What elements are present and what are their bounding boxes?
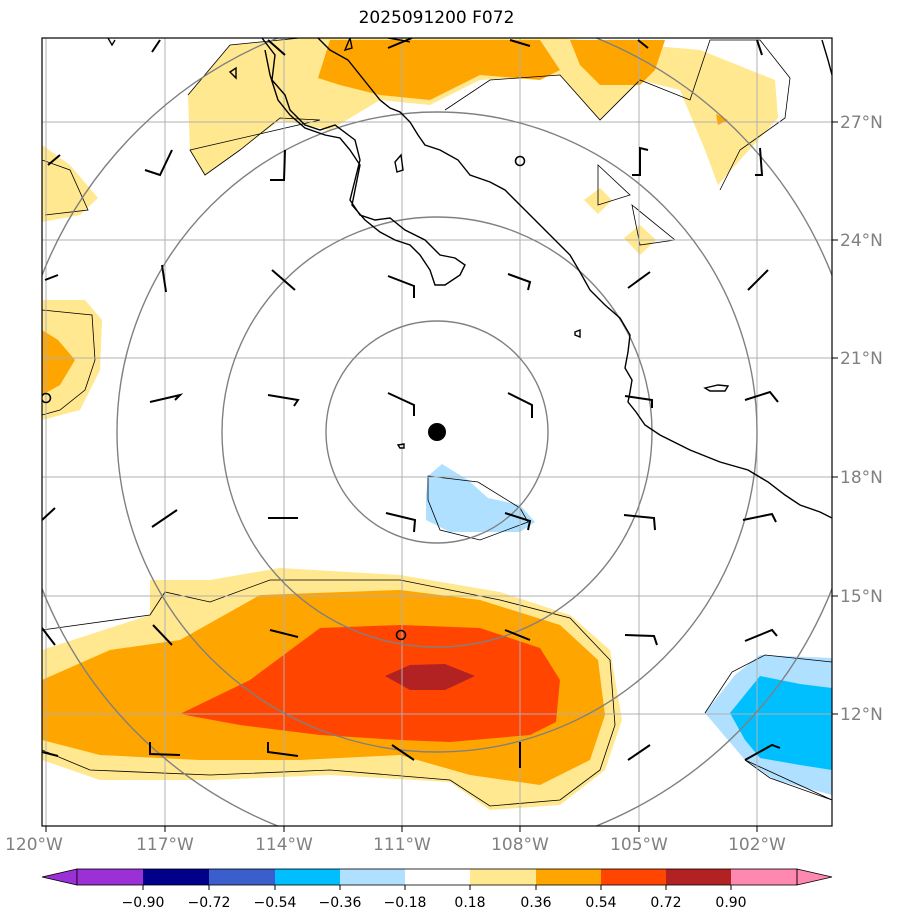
map-title: 2025091200 F072 [358, 8, 515, 28]
coastline [107, 38, 832, 519]
colorbar-tick-label: −0.54 [254, 895, 297, 911]
colorbar-swatch [143, 869, 209, 885]
colorbar: −0.90 −0.72 −0.54 −0.36 −0.18 0.18 0.36 … [41, 868, 833, 911]
colorbar-tick-label: 0.54 [585, 895, 616, 911]
positive-anomaly-northeast-mid [570, 40, 665, 85]
negative-anomaly-east-mid [730, 676, 832, 770]
positive-anomaly-south-core [385, 664, 475, 690]
lat-label: 24°N [840, 231, 883, 251]
lon-label: 102°W [728, 835, 786, 855]
colorbar-tick-label: 0.18 [454, 895, 485, 911]
lon-label: 120°W [5, 835, 63, 855]
colorbar-swatch [470, 869, 536, 885]
colorbar-tick-label: 0.36 [520, 895, 551, 911]
colorbar-tick-label: −0.90 [122, 895, 165, 911]
lon-label: 117°W [136, 835, 194, 855]
positive-anomaly-north-mid [318, 40, 560, 100]
negative-anomaly-center [426, 464, 535, 532]
colorbar-tick-label: −0.72 [188, 895, 231, 911]
colorbar-tick-label: 0.72 [650, 895, 681, 911]
range-rings [42, 38, 832, 826]
wind-barbs [42, 38, 781, 768]
colorbar-swatch [209, 869, 275, 885]
colorbar-swatch [666, 869, 731, 885]
positive-anomaly-west-mid-core [42, 330, 75, 395]
colorbar-swatch [601, 869, 666, 885]
colorbar-tick-label: −0.18 [384, 895, 427, 911]
colorbar-swatch [731, 869, 797, 885]
storm-center-marker [428, 423, 446, 441]
colorbar-swatch [405, 869, 470, 885]
lon-label: 111°W [373, 835, 431, 855]
positive-anomaly-south-strong [180, 625, 560, 742]
longitude-labels: 120°W 117°W 114°W 111°W 108°W 105°W 102°… [5, 835, 786, 855]
map-frame [41, 37, 833, 827]
latitude-labels: 27°N 24°N 21°N 18°N 15°N 12°N [840, 113, 883, 725]
graticule [42, 38, 832, 826]
colorbar-swatch [536, 869, 601, 885]
colorbar-swatch [340, 869, 405, 885]
colorbar-swatch [77, 869, 143, 885]
colorbar-tick-label: −0.36 [319, 895, 362, 911]
colorbar-swatch [275, 869, 340, 885]
lat-label: 27°N [840, 113, 883, 133]
positive-anomaly-west-top [42, 145, 98, 222]
colorbar-tick-label: 0.90 [715, 895, 746, 911]
lon-label: 108°W [491, 835, 549, 855]
lat-label: 15°N [840, 587, 883, 607]
lon-label: 105°W [610, 835, 668, 855]
lat-label: 18°N [840, 468, 883, 488]
colorbar-extend-low [41, 868, 78, 886]
lon-label: 114°W [255, 835, 313, 855]
tick-marks [45, 121, 838, 832]
lat-label: 21°N [840, 349, 883, 369]
colorbar-extend-high [796, 868, 833, 886]
lat-label: 12°N [840, 705, 883, 725]
